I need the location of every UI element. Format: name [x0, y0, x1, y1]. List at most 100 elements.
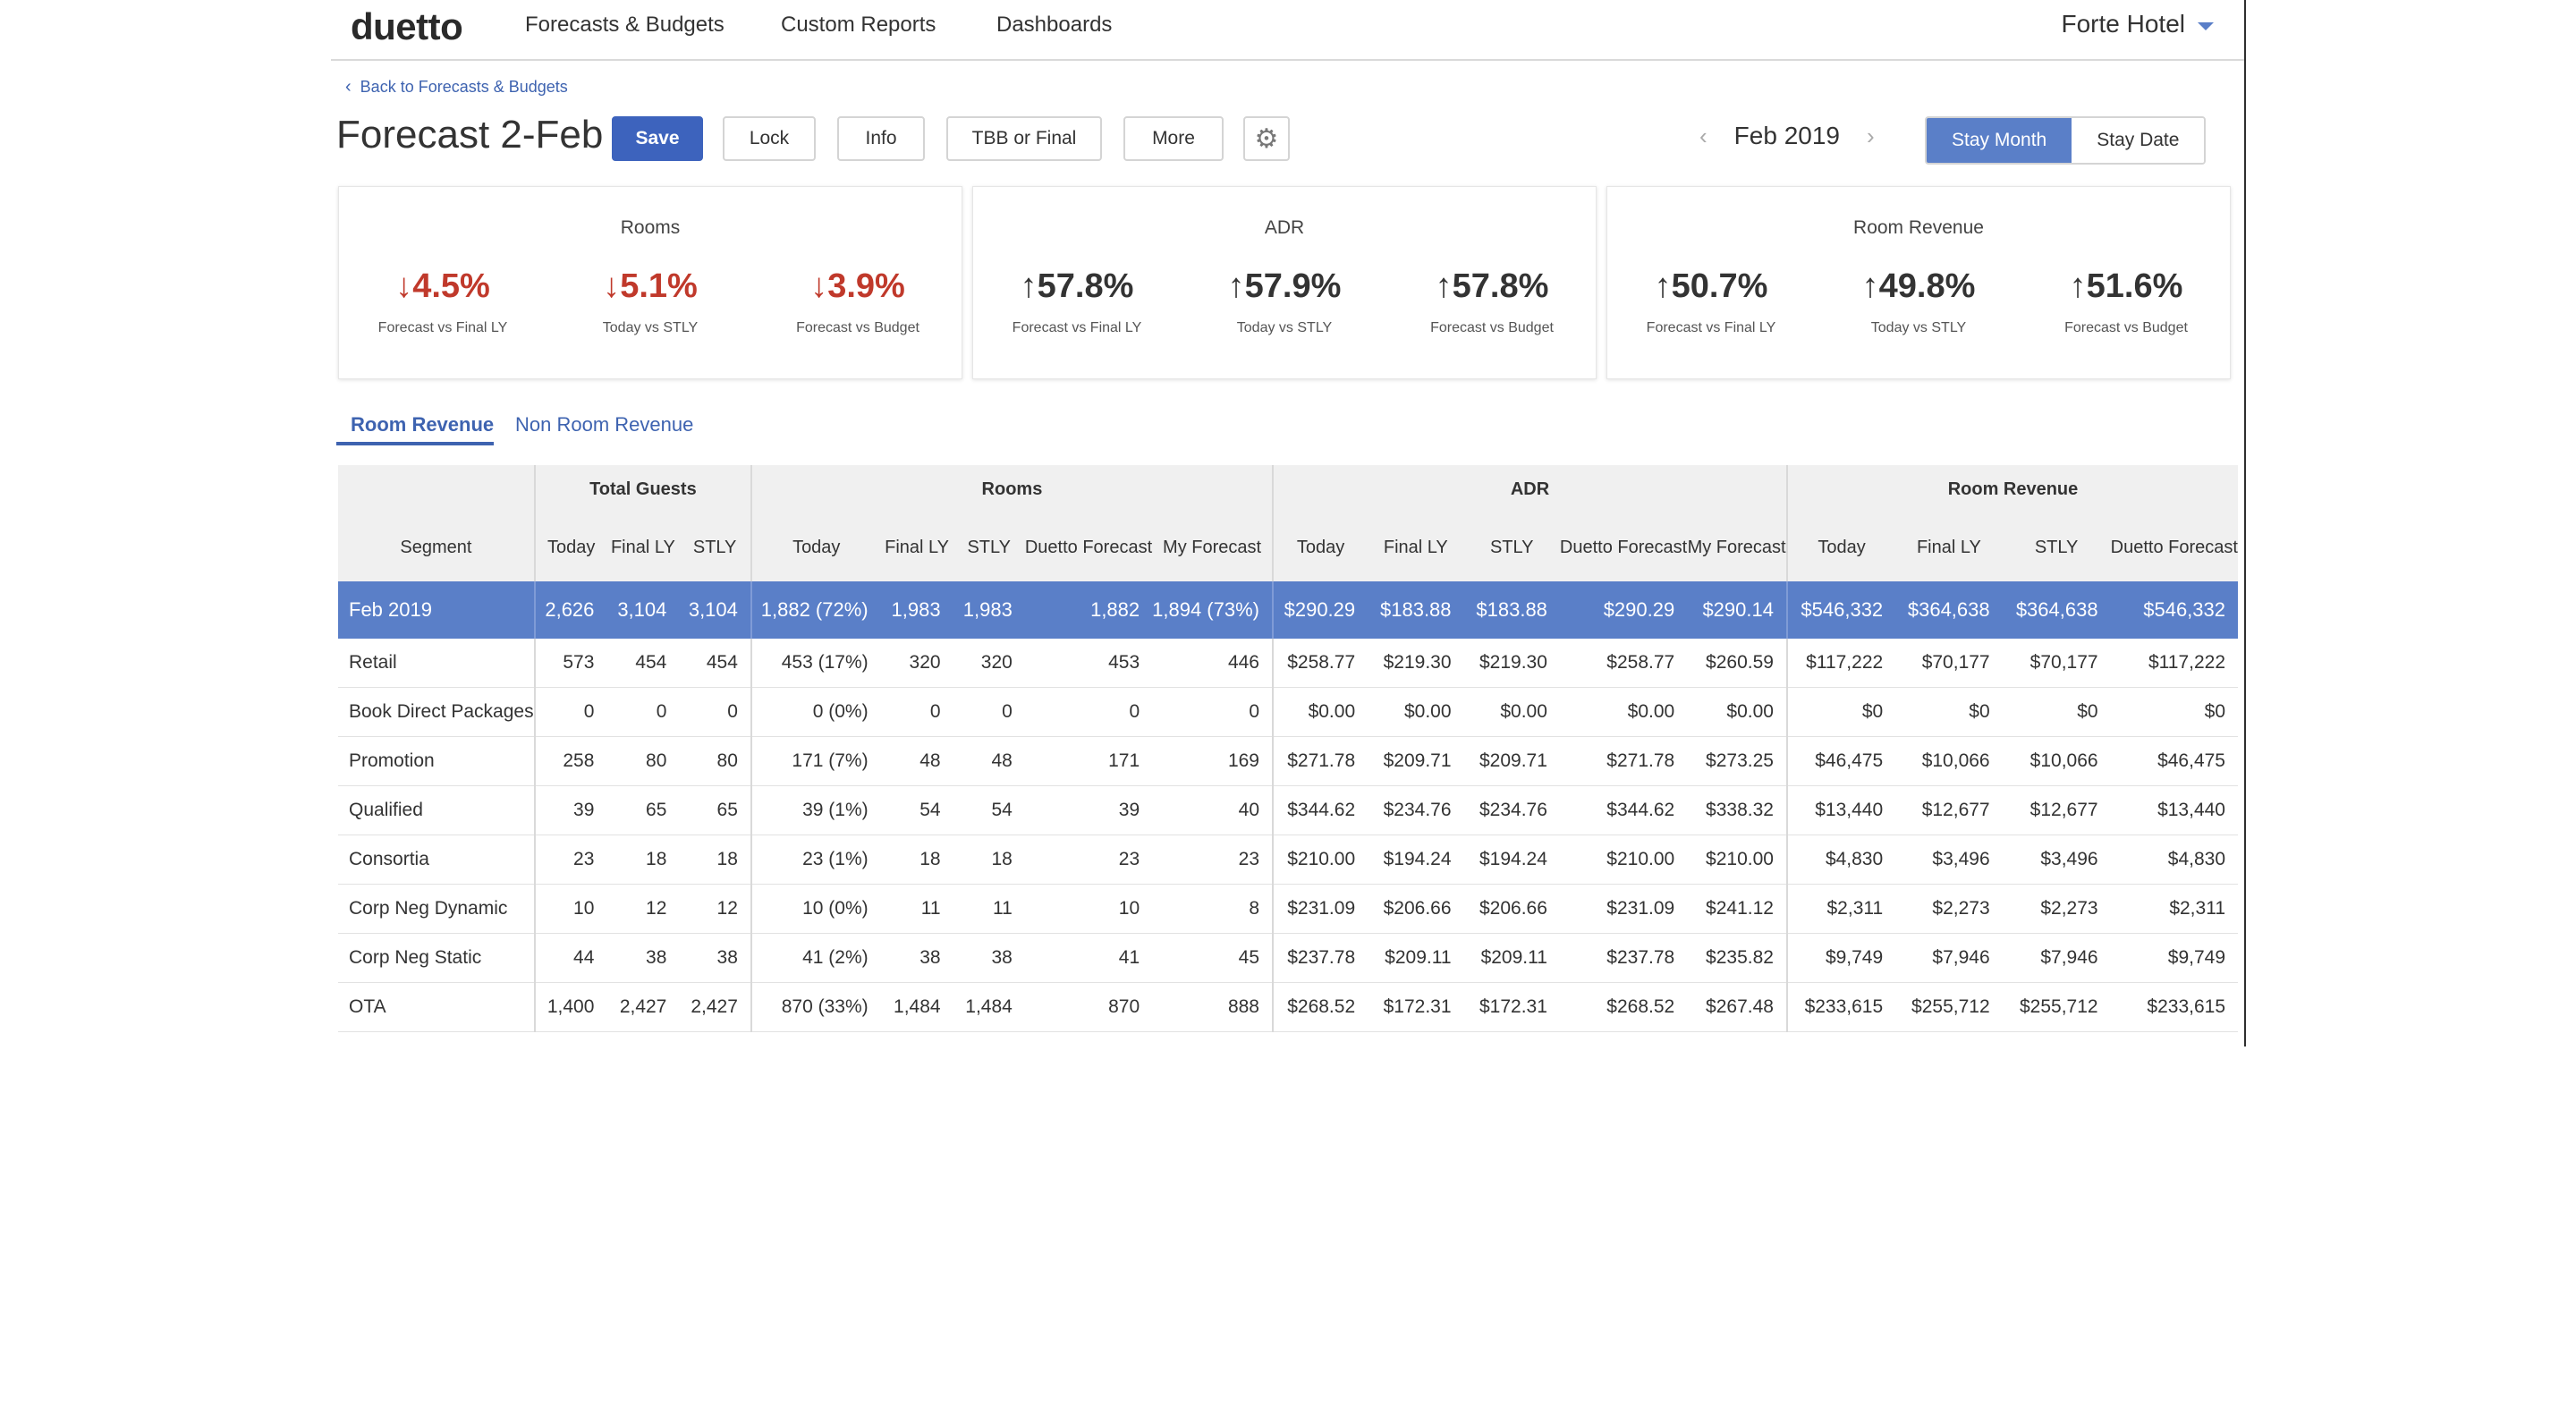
column-header[interactable]: Today [1785, 513, 1896, 581]
table-cell: 320 [880, 639, 953, 688]
info-button[interactable]: Info [837, 116, 925, 161]
table-cell: 18 [880, 835, 953, 885]
tab-room-revenue[interactable]: Room Revenue [351, 413, 495, 436]
table-cell: 453 [1024, 639, 1153, 688]
column-header[interactable]: Final LY [606, 513, 680, 581]
gear-icon[interactable]: ⚙ [1243, 116, 1290, 161]
table-row[interactable]: Retail 573 454 454 453 (17%) 320 320 453 446 $258… [338, 639, 2238, 688]
kpi-label: Forecast vs Final LY [1012, 320, 1142, 335]
back-link-label: Back to Forecasts & Budgets [360, 78, 568, 96]
table-cell: $0.00 [1271, 687, 1368, 737]
nav-link-forecasts[interactable]: Forecasts & Budgets [525, 13, 724, 37]
prev-month-icon[interactable]: ‹ [1699, 122, 1707, 149]
table-cell: 169 [1152, 736, 1273, 786]
column-header[interactable]: STLY [1463, 513, 1560, 581]
segment-cell: Promotion [338, 736, 535, 786]
arrow-down-icon: ↓ [395, 267, 413, 305]
table-cell: $231.09 [1559, 884, 1688, 934]
table-cell: $546,332 [2110, 581, 2238, 639]
table-cell: 870 [1024, 982, 1153, 1032]
column-header[interactable]: STLY [953, 513, 1025, 581]
column-header-segment[interactable]: Segment [338, 513, 535, 581]
caret-down-icon [2198, 21, 2214, 30]
stay-month-toggle[interactable]: Stay Month [1927, 118, 2072, 163]
stay-date-toggle[interactable]: Stay Date [2072, 118, 2205, 163]
table-row[interactable]: Book Direct Packages 0 0 0 0 (0%) 0 0 0 0 $0.00 $0… [338, 687, 2238, 737]
table-row[interactable]: Promotion 258 80 80 171 (7%) 48 48 171 169 $271.7… [338, 736, 2238, 786]
table-cell: 44 [533, 933, 607, 983]
table-cell: $194.24 [1463, 835, 1560, 885]
table-cell: 45 [1152, 933, 1273, 983]
table-cell: $234.76 [1368, 785, 1464, 835]
column-header[interactable]: My Forecast [1687, 513, 1787, 581]
segment-cell: Retail [338, 639, 535, 688]
duetto-logo[interactable]: duetto [351, 5, 463, 47]
table-row-total[interactable]: Feb 2019 2,626 3,104 3,104 1,882 (72%) 1,983 1… [338, 581, 2238, 639]
table-cell: 3,104 [679, 581, 751, 639]
table-cell: $70,177 [1895, 639, 2003, 688]
nav-link-custom-reports[interactable]: Custom Reports [781, 13, 936, 37]
table-cell: $183.88 [1368, 581, 1464, 639]
column-header[interactable]: Final LY [1368, 513, 1464, 581]
back-link[interactable]: ‹ Back to Forecasts & Budgets [345, 77, 568, 97]
kpi-card-room-revenue: Room Revenue ↑50.7% Forecast vs Final LY… [1606, 186, 2231, 379]
nav-link-dashboards[interactable]: Dashboards [996, 13, 1113, 37]
table-cell: $206.66 [1368, 884, 1464, 934]
table-cell: $210.00 [1687, 835, 1787, 885]
header-cell [338, 465, 535, 513]
column-header[interactable]: STLY [679, 513, 751, 581]
table-cell: 54 [880, 785, 953, 835]
table-cell: 80 [606, 736, 680, 786]
table-cell: 12 [679, 884, 751, 934]
kpi-title: Room Revenue [1853, 217, 1984, 238]
table-cell: 65 [679, 785, 751, 835]
column-header[interactable]: STLY [2002, 513, 2111, 581]
column-header[interactable]: Duetto Forecast [1559, 513, 1688, 581]
kpi-metric: ↓4.5% Forecast vs Final LY [339, 267, 547, 336]
table-cell: 0 [606, 687, 680, 737]
chevron-left-icon: ‹ [345, 77, 352, 97]
column-header[interactable]: My Forecast [1152, 513, 1273, 581]
column-header[interactable]: Today [750, 513, 881, 581]
more-button[interactable]: More [1123, 116, 1224, 161]
table-cell: 870 (33%) [750, 982, 881, 1032]
column-header[interactable]: Duetto Forecast [1024, 513, 1153, 581]
table-cell: 0 [880, 687, 953, 737]
lock-button[interactable]: Lock [723, 116, 816, 161]
table-cell: $209.11 [1368, 933, 1464, 983]
table-cell: 0 [679, 687, 751, 737]
next-month-icon[interactable]: › [1867, 122, 1875, 149]
table-cell: 18 [679, 835, 751, 885]
table-row[interactable]: Corp Neg Dynamic 10 12 12 10 (0%) 11 11 10 8 $231… [338, 884, 2238, 934]
table-cell: 171 [1024, 736, 1153, 786]
column-header[interactable]: Final LY [880, 513, 953, 581]
table-row[interactable]: OTA 1,400 2,427 2,427 870 (33%) 1,484 1,484 870… [338, 982, 2238, 1032]
table-cell: $0 [1895, 687, 2003, 737]
table-cell: $260.59 [1687, 639, 1787, 688]
table-cell: $255,712 [2002, 982, 2111, 1032]
page-title: Forecast 2-Feb [336, 113, 604, 157]
table-row[interactable]: Consortia 23 18 18 23 (1%) 18 18 23 23 $210.00 $19… [338, 835, 2238, 885]
hotel-selector[interactable]: Forte Hotel [2062, 10, 2214, 38]
column-header[interactable]: Today [533, 513, 607, 581]
forecast-table-container[interactable]: Total Guests Rooms ADR Room Revenue Segm… [338, 465, 2238, 1046]
active-tab-indicator [336, 442, 494, 445]
table-cell: $10,066 [1895, 736, 2003, 786]
table-cell: $210.00 [1271, 835, 1368, 885]
kpi-label: Today vs STLY [1870, 320, 1967, 335]
tbb-or-final-button[interactable]: TBB or Final [946, 116, 1102, 161]
table-cell: $12,677 [1895, 785, 2003, 835]
table-cell: $9,749 [2110, 933, 2238, 983]
save-button[interactable]: Save [612, 116, 703, 161]
column-header[interactable]: Today [1271, 513, 1368, 581]
column-header[interactable]: Final LY [1895, 513, 2003, 581]
column-header[interactable]: Duetto Forecast [2110, 513, 2238, 581]
table-cell: $235.82 [1687, 933, 1787, 983]
tab-non-room-revenue[interactable]: Non Room Revenue [515, 413, 694, 436]
table-row[interactable]: Corp Neg Static 44 38 38 41 (2%) 38 38 41 45 $237… [338, 933, 2238, 983]
table-row[interactable]: Qualified 39 65 65 39 (1%) 54 54 39 40 $344.62 $23… [338, 785, 2238, 835]
table-cell: 10 [533, 884, 607, 934]
arrow-up-icon: ↑ [1861, 267, 1879, 305]
table-cell: $234.76 [1463, 785, 1560, 835]
table-cell: 41 (2%) [750, 933, 881, 983]
